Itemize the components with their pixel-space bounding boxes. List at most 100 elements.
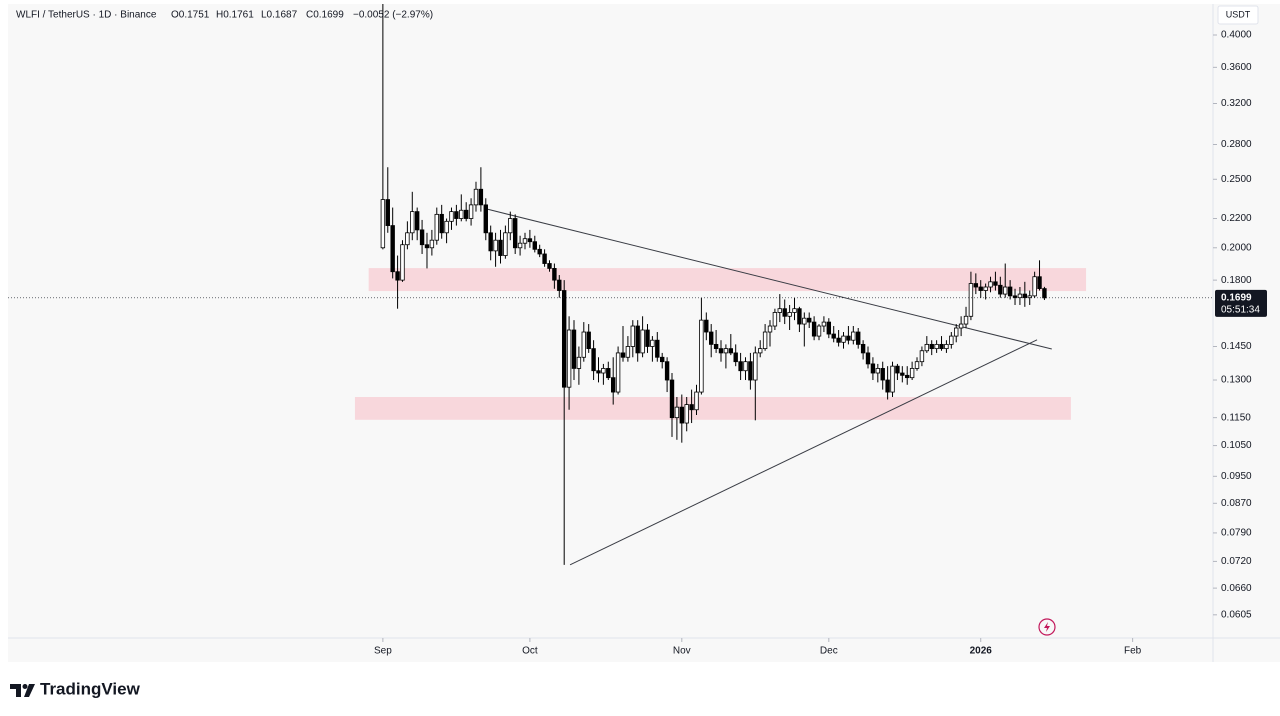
candle-body xyxy=(395,271,400,281)
candle-body xyxy=(586,331,591,350)
candle-body xyxy=(390,225,395,273)
candle-body xyxy=(552,268,557,281)
candle-body xyxy=(870,363,876,374)
candle-body xyxy=(934,343,939,350)
y-tick-label: 0.1050 xyxy=(1221,440,1252,451)
y-tick-label: 0.2200 xyxy=(1221,213,1252,224)
candle-body xyxy=(659,356,665,363)
candle-body xyxy=(816,325,822,337)
x-tick-label: Dec xyxy=(820,646,838,657)
candle-body xyxy=(405,232,410,246)
last-price-label: 0.1699 xyxy=(1221,292,1252,303)
candle-body xyxy=(718,348,724,354)
candle-body xyxy=(664,361,670,381)
candle-body xyxy=(885,379,890,393)
candle-body xyxy=(532,241,537,250)
candle-body xyxy=(385,199,390,226)
candle-body xyxy=(704,319,709,333)
candle-body xyxy=(914,361,920,369)
candle-body xyxy=(890,365,895,393)
candle-body xyxy=(826,321,832,335)
candle-body xyxy=(566,329,572,388)
candle-body xyxy=(993,281,998,286)
candle-body xyxy=(434,213,439,241)
candle-body xyxy=(880,368,885,381)
candle-body xyxy=(508,218,513,234)
candle-body xyxy=(1022,293,1028,299)
candle-body xyxy=(836,337,841,343)
candle-body xyxy=(571,329,577,369)
candle-body xyxy=(856,331,861,345)
time-axis-pane xyxy=(8,638,1213,662)
y-tick-label: 0.1150 xyxy=(1221,412,1251,423)
candle-body xyxy=(493,239,498,252)
candle-body xyxy=(478,188,484,206)
header-ohlc-item: O0.1751 xyxy=(171,10,210,21)
candle-body xyxy=(615,352,621,393)
candle-body xyxy=(865,352,871,365)
candle-body xyxy=(709,331,714,345)
lightning-icon[interactable] xyxy=(1038,618,1056,636)
candle-body xyxy=(743,361,748,372)
brand-name: TradingView xyxy=(40,679,141,698)
candle-body xyxy=(895,365,900,374)
candle-body xyxy=(900,372,905,376)
zone xyxy=(368,268,1087,292)
x-tick-label: Nov xyxy=(673,646,691,657)
candle-body xyxy=(1003,286,1008,295)
candle-body xyxy=(610,377,616,393)
plot-area xyxy=(8,4,1213,638)
candle-body xyxy=(650,339,655,347)
candle-body xyxy=(1012,295,1018,299)
candle-body xyxy=(522,238,528,244)
candle-body xyxy=(1027,295,1032,299)
candle-body xyxy=(811,321,817,337)
candle-body xyxy=(954,327,959,337)
symbol-title: WLFI / TetherUS · 1D · Binance xyxy=(16,10,157,21)
candle-body xyxy=(728,348,734,354)
y-tick-label: 0.1800 xyxy=(1221,275,1252,286)
candle-body xyxy=(723,348,729,354)
candle-body xyxy=(841,335,846,343)
candle-body xyxy=(753,352,758,381)
candle-body xyxy=(561,290,567,388)
candle-body xyxy=(684,404,689,424)
candle-body xyxy=(1032,276,1037,297)
currency: USDT xyxy=(1226,9,1251,19)
candle-body xyxy=(512,218,518,249)
candle-body xyxy=(949,335,954,345)
candle-body xyxy=(635,325,640,354)
candle-body xyxy=(689,404,694,411)
candle-body xyxy=(777,308,783,313)
candle-body xyxy=(625,346,631,358)
candle-body xyxy=(733,352,738,363)
currency-box[interactable] xyxy=(1217,5,1259,25)
y-tick-label: 0.2000 xyxy=(1221,242,1252,253)
candle-body xyxy=(968,283,974,317)
candle-body xyxy=(380,199,386,249)
candle-body xyxy=(797,308,802,325)
candle-body xyxy=(601,368,606,374)
candle-body xyxy=(905,374,910,379)
candle-body xyxy=(973,283,979,288)
candle-body xyxy=(581,331,586,358)
y-tick-label: 0.2500 xyxy=(1221,174,1252,185)
candle-body xyxy=(767,325,773,333)
candle-body xyxy=(414,211,420,231)
countdown: 05:51:34 xyxy=(1221,304,1260,315)
x-tick-label: Sep xyxy=(374,646,392,657)
candle-body xyxy=(419,229,425,246)
candle-body xyxy=(400,244,405,281)
candle-body xyxy=(831,333,836,339)
y-tick-label: 0.0870 xyxy=(1221,498,1252,509)
candle-body xyxy=(488,232,493,252)
candle-body xyxy=(630,325,635,347)
candle-body xyxy=(875,368,881,374)
candle-body xyxy=(983,286,988,291)
header-ohlc-item: H0.1761 xyxy=(216,10,254,21)
overlay: 0.4000 0.3600 0.3200 0.2800 0.2500 0.2200 0.20… xyxy=(374,30,1267,657)
candle-body xyxy=(645,329,650,347)
candle-body xyxy=(606,368,611,379)
candle-body xyxy=(802,317,807,325)
